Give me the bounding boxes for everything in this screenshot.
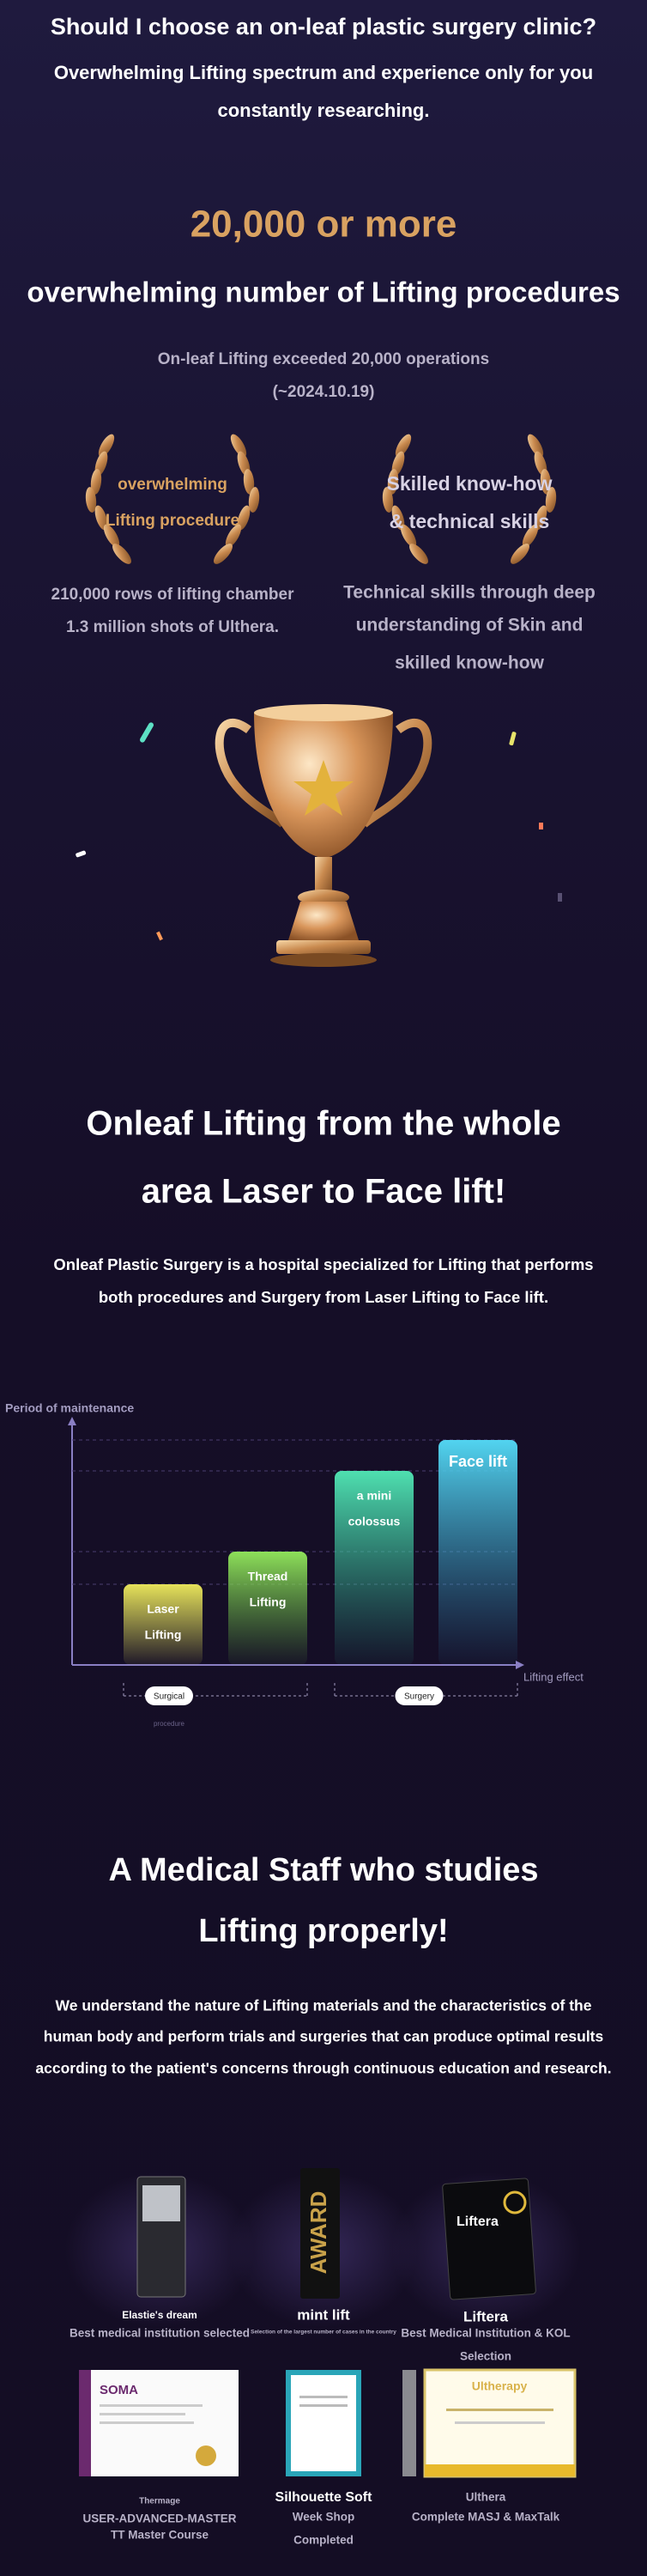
awards: AWARD Liftera SOMA Ultherapy Elastie's d…: [65, 2168, 580, 2547]
stats-note: On-leaf Lifting exceeded 20,000 operatio…: [158, 350, 489, 368]
laurel-leaf: [112, 544, 131, 564]
section-description: both procedures and Surgery from Laser L…: [99, 1288, 548, 1306]
bar-label: a mini: [357, 1489, 391, 1503]
laurel-leaf: [237, 505, 251, 531]
award-caption: Week Shop: [293, 2511, 355, 2524]
laurel-leaf: [103, 524, 120, 548]
award-caption: Selection: [460, 2350, 511, 2363]
laurel-leaf: [522, 524, 539, 548]
laurel-leaf: [225, 524, 242, 548]
laurel-leaf: [540, 469, 552, 495]
bar-label: Face lift: [449, 1453, 507, 1470]
award-caption: Best medical institution selected: [70, 2327, 250, 2340]
award-name: Ulthera: [466, 2491, 506, 2504]
laurel-leaf: [511, 544, 529, 564]
plaque-text: Ultherapy: [472, 2379, 528, 2393]
laurel-leaf: [395, 434, 412, 458]
award-name: Silhouette Soft: [275, 2490, 373, 2505]
section-description: We understand the nature of Lifting mate…: [56, 1997, 592, 2014]
award-name: mint lift: [297, 2306, 350, 2323]
bar-label: Laser: [147, 1602, 179, 1616]
award-caption: USER-ADVANCED-MASTER: [82, 2512, 236, 2525]
section-description: Onleaf Plastic Surgery is a hospital spe…: [53, 1255, 593, 1273]
laurel-leaf: [545, 487, 557, 513]
stats-subheadline: overwhelming number of Lifting procedure…: [27, 276, 620, 308]
bar-label: Thread: [248, 1570, 288, 1583]
stats-headline: 20,000 or more: [190, 204, 457, 246]
bar-label: Lifting: [145, 1628, 182, 1642]
trophy: [215, 704, 432, 967]
award-stand: [402, 2370, 416, 2476]
bar-label: Lifting: [250, 1595, 287, 1609]
laurel-leaf: [382, 487, 394, 513]
x-axis-arrow: [516, 1661, 524, 1669]
badge-detail: Technical skills through deep: [343, 583, 596, 603]
badge-label: Lifting procedure: [106, 512, 239, 530]
laurels: [85, 434, 557, 564]
group-sublabel: procedure: [154, 1720, 185, 1728]
bar: [335, 1471, 414, 1665]
section-description: human body and perform trials and surger…: [44, 2028, 604, 2045]
award-caption: Completed: [293, 2534, 354, 2547]
badge-detail: understanding of Skin and: [356, 616, 584, 635]
diagram: Period of maintenance Lifting effect Las…: [5, 1401, 584, 1728]
badge-detail: 210,000 rows of lifting chamber: [51, 586, 295, 604]
award-caption: Best Medical Institution & KOL: [401, 2327, 570, 2340]
laurel-leaf: [85, 487, 97, 513]
laurel-leaf: [387, 469, 399, 495]
plaque-text: AWARD: [305, 2191, 331, 2275]
group-pill: [395, 1686, 444, 1705]
laurel-leaf: [409, 544, 428, 564]
header-subtitle: Overwhelming Lifting spectrum and experi…: [54, 62, 593, 83]
laurel-leaf: [400, 524, 417, 548]
laurel-leaf: [527, 434, 544, 458]
bar: [438, 1440, 517, 1665]
badge-label: overwhelming: [118, 476, 227, 494]
group-pill: [145, 1686, 193, 1705]
award-caption: Complete MASJ & MaxTalk: [412, 2511, 560, 2524]
award-caption: TT Master Course: [111, 2529, 209, 2542]
laurel-leaf: [243, 469, 255, 495]
badge-label: & technical skills: [390, 510, 550, 532]
section-title: Onleaf Lifting from the whole: [86, 1105, 560, 1143]
section-title: area Laser to Face lift!: [142, 1173, 506, 1211]
laurel-leaf: [98, 434, 115, 458]
bar: [228, 1552, 307, 1665]
plaque-text: SOMA: [100, 2383, 138, 2397]
laurel-leaf: [94, 505, 108, 531]
header-title: Should I choose an on-leaf plastic surge…: [51, 14, 596, 39]
y-axis-label: Period of maintenance: [5, 1401, 134, 1415]
x-axis-label: Lifting effect: [523, 1670, 584, 1683]
stats-note: (~2024.10.19): [273, 383, 375, 401]
award-plaque: [300, 2168, 340, 2299]
badge-label: Skilled know-how: [387, 472, 553, 495]
award-name: Thermage: [139, 2497, 180, 2506]
y-axis-arrow: [68, 1417, 76, 1425]
section-description: according to the patient's concerns thro…: [35, 2060, 611, 2077]
bar: [124, 1584, 203, 1665]
bar-label: colossus: [348, 1515, 401, 1528]
confetti: [76, 722, 562, 941]
award-caption: Selection of the largest number of cases…: [251, 2330, 396, 2336]
badge-detail: skilled know-how: [395, 653, 545, 673]
group-label: Surgical: [154, 1692, 184, 1702]
group-label: Surgery: [404, 1692, 434, 1702]
laurel-leaf: [534, 505, 547, 531]
award-plaque: [442, 2178, 536, 2300]
laurel-leaf: [214, 544, 233, 564]
plaque-text: Liftera: [457, 2215, 499, 2229]
badge-detail: 1.3 million shots of Ulthera.: [66, 618, 279, 636]
laurel-leaf: [90, 469, 102, 495]
laurel-leaf: [230, 434, 247, 458]
award-name: Liftera: [463, 2308, 509, 2324]
section-title: A Medical Staff who studies: [108, 1852, 538, 1888]
laurel-leaf: [391, 505, 405, 531]
header-subtitle: constantly researching.: [218, 100, 430, 121]
laurel-leaf: [248, 487, 260, 513]
award-name: Elastie's dream: [122, 2309, 197, 2321]
section-title: Lifting properly!: [198, 1913, 448, 1949]
